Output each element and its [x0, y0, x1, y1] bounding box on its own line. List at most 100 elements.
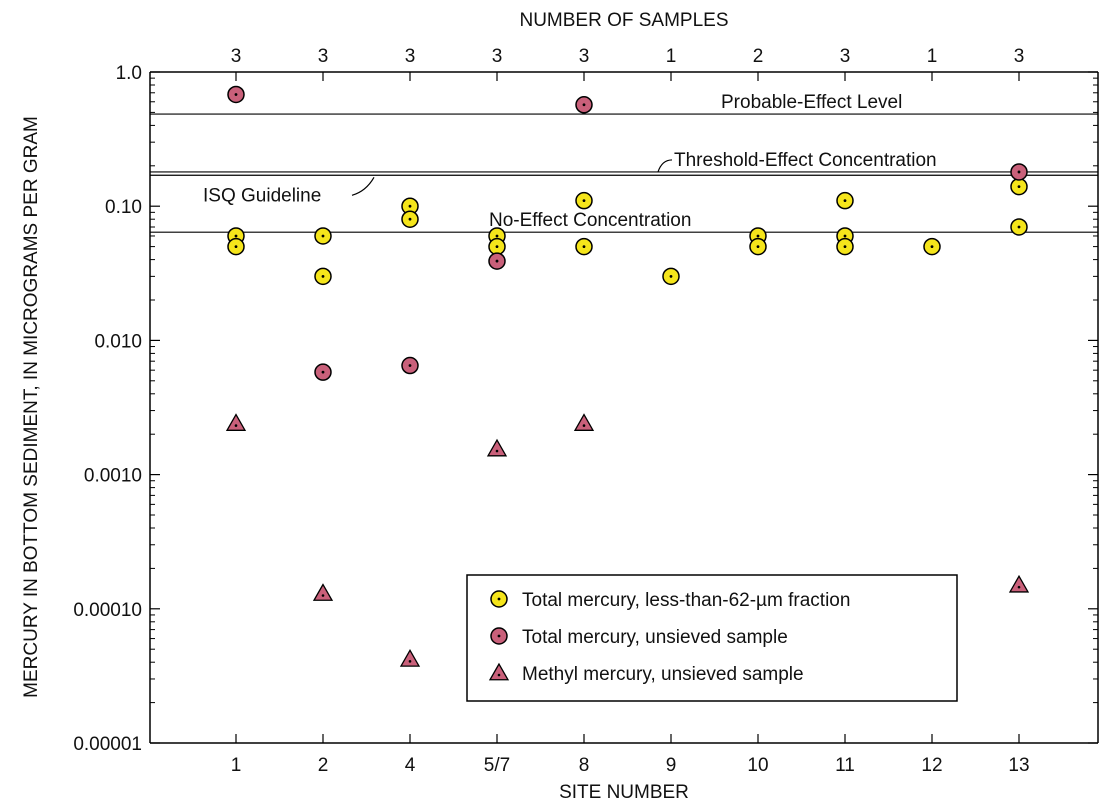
marker-dot	[930, 245, 934, 248]
marker-dot	[495, 234, 499, 238]
data-point	[923, 237, 941, 256]
sample-count-label: 1	[666, 46, 677, 67]
marker-dot	[1017, 585, 1021, 589]
data-point	[314, 267, 332, 286]
y-tick-label: 0.00010	[73, 600, 142, 621]
legend-label: Total mercury, unsieved sample	[522, 627, 788, 648]
marker-dot	[321, 594, 325, 597]
x-tick-label: 2	[318, 755, 329, 776]
reference-line-label: No-Effect Concentration	[489, 210, 691, 231]
data-point	[1008, 574, 1030, 593]
data-point	[575, 237, 593, 256]
marker-dot	[321, 370, 325, 374]
data-point	[314, 363, 332, 381]
data-point	[401, 210, 419, 228]
data-point	[486, 438, 508, 457]
y-tick-label: 0.00001	[73, 734, 142, 755]
marker-dot	[497, 673, 501, 677]
data-point	[488, 237, 506, 256]
sample-count-label: 3	[231, 46, 242, 67]
marker-dot	[234, 245, 238, 248]
x-tick-label: 11	[835, 755, 855, 776]
data-point	[1010, 163, 1028, 181]
data-points	[225, 85, 1030, 667]
x-tick-label: 12	[921, 755, 942, 776]
marker-dot	[321, 274, 325, 278]
isq-leader	[351, 176, 375, 196]
reference-line-label: ISQ Guideline	[203, 185, 321, 206]
marker-dot	[582, 199, 586, 203]
marker-dot	[495, 245, 499, 248]
data-point	[575, 96, 593, 114]
marker-dot	[1017, 170, 1021, 174]
legend: Total mercury, less-than-62-µm fraction T…	[466, 574, 958, 702]
data-point	[399, 649, 421, 667]
marker-dot	[495, 449, 499, 453]
marker-dot	[843, 245, 847, 248]
marker-shape	[1008, 574, 1030, 593]
x-tick-label: 4	[405, 755, 416, 776]
y-tick-label: 0.010	[94, 331, 142, 352]
data-point	[314, 227, 332, 245]
x-tick-label: 8	[579, 755, 590, 776]
x-tick-label: 10	[747, 755, 768, 776]
x-axis-ticks: 1 2 4 5/7 8 9 10 11 12 13	[231, 734, 1030, 776]
marker-shape	[486, 438, 508, 457]
marker-dot	[408, 217, 412, 221]
sample-count-label: 1	[927, 46, 938, 67]
reference-lines: Probable-Effect Level Threshold-Effect Co…	[150, 92, 1098, 233]
marker-dot	[582, 245, 586, 248]
data-point	[836, 237, 854, 256]
data-point	[312, 583, 334, 601]
x-tick-label: 1	[231, 755, 242, 776]
data-point	[227, 237, 245, 256]
data-point	[225, 413, 247, 431]
marker-shape	[312, 583, 334, 601]
y-tick-label: 0.10	[105, 197, 142, 218]
marker-dot	[234, 234, 238, 238]
legend-marker	[490, 627, 508, 645]
marker-dot	[1017, 185, 1021, 188]
x-tick-label: 13	[1008, 755, 1029, 776]
y-axis-label: MERCURY IN BOTTOM SEDIMENT, IN MICROGRAM…	[21, 116, 42, 698]
sample-count-label: 3	[840, 46, 851, 67]
top-axis-label: NUMBER OF SAMPLES	[519, 10, 728, 31]
legend-label: Total mercury, less-than-62-µm fraction	[522, 590, 850, 611]
data-point	[836, 191, 854, 210]
marker-dot	[582, 424, 586, 427]
marker-dot	[234, 93, 238, 96]
sample-count-label: 3	[405, 46, 416, 67]
marker-dot	[756, 245, 760, 248]
marker-dot	[321, 234, 325, 238]
legend-box	[466, 574, 958, 702]
y-axis-ticks: 0.00001 0.00010 0.0010 0.010 0.10 1.0	[73, 63, 1098, 755]
y-tick-label: 1.0	[116, 63, 142, 84]
sample-count-label: 3	[318, 46, 329, 67]
legend-label: Methyl mercury, unsieved sample	[522, 664, 804, 685]
data-point	[662, 267, 680, 286]
marker-shape	[573, 413, 595, 431]
marker-dot	[408, 204, 412, 208]
sample-count-label: 3	[1014, 46, 1025, 67]
top-axis-ticks: 3 3 3 3 3 1 2 3 1 3	[231, 46, 1025, 81]
marker-dot	[843, 199, 847, 203]
sample-count-label: 3	[492, 46, 503, 67]
plot-frame	[149, 71, 1099, 744]
reference-line-label: Threshold-Effect Concentration	[674, 150, 937, 171]
marker-dot	[582, 103, 586, 107]
marker-dot	[408, 364, 412, 367]
x-tick-label: 5/7	[484, 755, 510, 776]
marker-dot	[408, 660, 412, 663]
legend-marker	[488, 662, 510, 681]
threshold-leader	[657, 159, 673, 173]
marker-dot	[843, 234, 847, 238]
data-point	[488, 252, 506, 270]
data-point	[575, 191, 593, 210]
marker-shape	[488, 662, 510, 681]
sample-count-label: 3	[579, 46, 590, 67]
legend-marker	[490, 590, 508, 608]
marker-dot	[1017, 225, 1021, 229]
marker-dot	[497, 597, 501, 601]
data-point	[1010, 177, 1028, 196]
